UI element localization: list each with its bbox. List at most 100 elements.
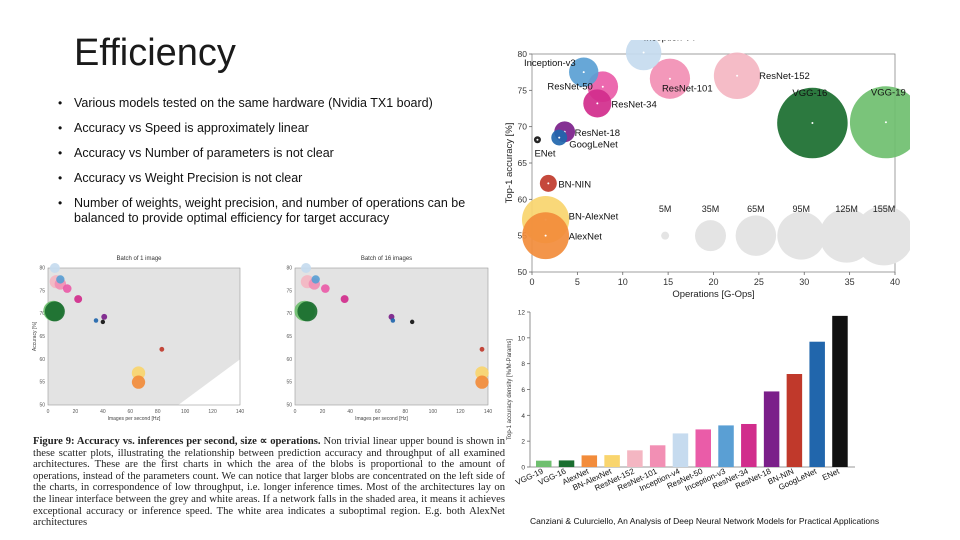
data-point — [409, 319, 415, 325]
y-tick-label: 50 — [286, 403, 292, 409]
x-tick-label: 0 — [529, 277, 534, 287]
accuracy-vs-operations-chart: 051015202530354050556065707580Operations… — [504, 40, 910, 300]
bar — [672, 433, 689, 467]
y-axis-label: Top-1 accuracy density [%/M-Params] — [507, 339, 513, 440]
data-point-center — [884, 121, 887, 124]
caption-heading: Figure 9: Accuracy vs. inferences per se… — [33, 436, 321, 447]
y-tick-label: 70 — [518, 122, 528, 132]
data-point — [131, 366, 146, 380]
bullet-item: Accuracy vs Speed is approximately linea… — [56, 121, 486, 136]
y-tick-label: 8 — [521, 361, 525, 368]
y-tick-label: 75 — [39, 288, 45, 294]
data-point-center — [544, 234, 547, 237]
y-tick-label: 75 — [518, 85, 528, 95]
bullet-item: Various models tested on the same hardwa… — [56, 96, 486, 111]
bullet-item: Accuracy vs Weight Precision is not clea… — [56, 171, 486, 186]
slide-title: Efficiency — [74, 32, 236, 74]
bullet-item: Accuracy vs Number of parameters is not … — [56, 146, 486, 161]
data-point-center — [642, 51, 645, 54]
data-point — [300, 262, 312, 274]
y-axis-label: Top-1 accuracy [%] — [504, 123, 515, 204]
caption-body: Non trivial linear upper bound is shown … — [33, 436, 505, 529]
data-point-center — [582, 71, 585, 74]
bar — [536, 460, 552, 467]
x-tick-label: 20 — [73, 409, 79, 415]
size-legend-label: 95M — [792, 204, 810, 214]
y-tick-label: 6 — [521, 387, 525, 394]
y-tick-label: 70 — [286, 311, 292, 317]
data-point — [479, 346, 485, 352]
bar — [627, 450, 643, 467]
data-point — [320, 284, 330, 293]
data-point — [100, 319, 106, 325]
y-axis-label: Accuracy [%] — [32, 321, 38, 351]
x-tick-label: 35 — [845, 277, 855, 287]
data-point — [131, 375, 146, 389]
x-tick-label: 15 — [663, 277, 673, 287]
x-axis-label: Operations [G-Ops] — [672, 289, 754, 300]
data-point-center — [558, 136, 561, 139]
y-tick-label: 2 — [521, 439, 525, 446]
panel-title: Batch of 1 image — [116, 256, 162, 262]
x-tick-label: 25 — [754, 277, 764, 287]
accuracy-density-bar-chart: 0 2 4 6 8 10 12 Top-1 accuracy density [%/M-Par… — [507, 310, 855, 493]
y-tick-label: 12 — [518, 310, 526, 317]
x-tick-label: 5 — [575, 277, 580, 287]
size-legend-blob — [777, 211, 826, 260]
x-tick-label: 140 — [236, 409, 245, 415]
bar — [809, 341, 825, 467]
data-point — [74, 295, 83, 304]
bar — [832, 315, 848, 467]
data-point — [311, 275, 320, 284]
data-point — [297, 301, 318, 322]
y-tick-label: 65 — [39, 334, 45, 340]
x-tick-label: 0 — [47, 409, 50, 415]
size-legend-blob — [735, 215, 777, 256]
point-label: VGG-19 — [871, 87, 906, 98]
y-tick-label: 50 — [39, 403, 45, 409]
x-tick-label: 10 — [618, 277, 628, 287]
point-label: BN-NIN — [558, 179, 591, 190]
shaded-region — [48, 268, 240, 405]
point-label: ResNet-152 — [759, 71, 810, 82]
bar — [718, 425, 734, 467]
x-tick-label: 40 — [100, 409, 106, 415]
x-tick-label: 20 — [708, 277, 718, 287]
size-legend-blob — [854, 205, 910, 266]
x-tick-label: 100 — [429, 409, 438, 415]
x-tick-label: 80 — [403, 409, 409, 415]
y-tick-label: 80 — [286, 266, 292, 272]
y-tick-label: 60 — [518, 194, 528, 204]
citation: Canziani & Culurciello, An Analysis of D… — [530, 516, 880, 526]
x-tick-label: 60 — [128, 409, 134, 415]
x-tick-label: 120 — [456, 409, 465, 415]
y-tick-label: 4 — [521, 413, 525, 420]
category-label: ENet — [821, 466, 842, 482]
figure-caption: Figure 9: Accuracy vs. inferences per se… — [33, 436, 505, 529]
point-label: ResNet-34 — [611, 99, 656, 110]
y-tick-label: 10 — [518, 335, 526, 342]
bar — [604, 455, 620, 467]
bar — [741, 423, 757, 467]
x-tick-label: 100 — [181, 409, 190, 415]
point-label: ResNet-18 — [575, 128, 620, 139]
size-legend-blob — [661, 231, 670, 240]
bar — [786, 374, 803, 467]
data-point-center — [668, 77, 671, 80]
y-tick-label: 0 — [521, 465, 525, 472]
bar — [763, 391, 780, 467]
point-label: AlexNet — [569, 232, 603, 243]
x-axis-label: Images per second [Hz] — [355, 416, 408, 422]
point-label: Inception-v4 — [644, 40, 696, 44]
data-point — [49, 262, 60, 274]
point-label: ENet — [534, 149, 555, 160]
data-point — [340, 295, 349, 304]
panel-title: Batch of 16 images — [361, 256, 412, 262]
data-point — [390, 318, 396, 323]
size-legend-label: 35M — [702, 204, 720, 214]
data-point-center — [536, 138, 539, 141]
y-tick-label: 55 — [286, 380, 292, 386]
bar — [581, 455, 598, 467]
x-tick-label: 140 — [484, 409, 493, 415]
data-point — [44, 301, 65, 322]
